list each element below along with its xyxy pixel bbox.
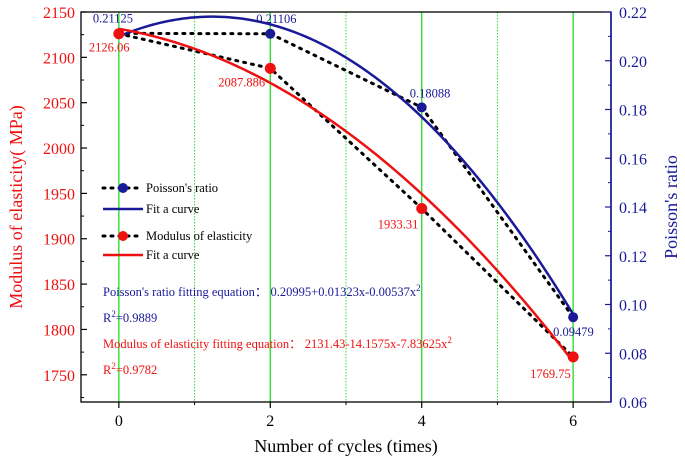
y-right-tick-label: 0.18 bbox=[619, 103, 647, 120]
modulus-data-label: 2126.06 bbox=[89, 41, 130, 55]
poisson-r2-sup: 2 bbox=[111, 309, 116, 319]
y-left-tick-label: 1750 bbox=[43, 368, 75, 385]
poisson-data-label: 0.09479 bbox=[553, 325, 594, 339]
modulus-equation: Modulus of elasticity fitting equation： … bbox=[103, 335, 452, 351]
poisson-equation: Poisson's ratio fitting equation： 0.2099… bbox=[103, 283, 421, 299]
y-right-tick-label: 0.16 bbox=[619, 151, 647, 168]
y-right-tick-label: 0.06 bbox=[619, 395, 647, 412]
x-tick-label: 0 bbox=[115, 413, 123, 430]
legend-poisson-marker bbox=[118, 183, 128, 193]
axis-layer: 1750 1800 1850 1900 1950 2000 2050 2100 2150 0.06… bbox=[43, 5, 647, 430]
y-right-tick-label: 0.20 bbox=[619, 54, 647, 71]
poisson-data-label: 0.21125 bbox=[93, 11, 133, 25]
legend-poisson-label: Poisson's ratio bbox=[146, 181, 218, 195]
x-tick-label: 2 bbox=[266, 413, 274, 430]
modulus-point bbox=[416, 203, 428, 215]
modulus-r2: R2=0.9782 bbox=[103, 361, 157, 377]
modulus-dotted-line bbox=[117, 32, 575, 359]
modulus-data-label: 1769.75 bbox=[530, 367, 571, 381]
poisson-point bbox=[568, 312, 579, 323]
y-left-tick-label: 2050 bbox=[43, 96, 75, 113]
y-right-tick-label: 0.08 bbox=[619, 346, 647, 363]
modulus-fit-curve bbox=[118, 27, 575, 363]
x-tick-label: 4 bbox=[418, 413, 426, 430]
y-right-tick-label: 0.10 bbox=[619, 298, 647, 315]
poisson-point bbox=[416, 102, 427, 113]
y-left-tick-label: 1950 bbox=[43, 186, 75, 203]
legend-poisson-fit-label: Fit a curve bbox=[146, 202, 200, 216]
poisson-fit-curve bbox=[118, 15, 575, 315]
poisson-r2: R2=0.9889 bbox=[103, 309, 157, 325]
equation-annotations: Poisson's ratio fitting equation： 0.2099… bbox=[103, 283, 452, 377]
modulus-eq-sup: 2 bbox=[447, 335, 452, 345]
modulus-point bbox=[113, 28, 125, 40]
x-axis-title: Number of cycles (times) bbox=[254, 436, 437, 457]
modulus-point bbox=[264, 62, 276, 74]
point-layer bbox=[113, 28, 579, 363]
x-tick-label: 6 bbox=[569, 413, 577, 430]
legend-modulus-fit-label: Fit a curve bbox=[146, 248, 200, 262]
legend-modulus-marker bbox=[118, 231, 128, 241]
y-left-tick-label: 1900 bbox=[43, 232, 75, 249]
modulus-data-label: 2087.886 bbox=[218, 75, 265, 89]
y-right-tick-label: 0.14 bbox=[619, 200, 647, 217]
poisson-dotted-line bbox=[117, 31, 575, 319]
modulus-data-label: 1933.31 bbox=[378, 218, 419, 232]
poisson-eq-sup: 2 bbox=[416, 283, 421, 293]
y-left-tick-label: 2100 bbox=[43, 50, 75, 67]
left-axis-title: Modulus of elasticity( MPa) bbox=[6, 105, 27, 308]
poisson-data-label: 0.21106 bbox=[256, 12, 296, 26]
poisson-data-label: 0.18088 bbox=[410, 86, 451, 100]
legend: Poisson's ratio Fit a curve Modulus of e… bbox=[101, 181, 253, 262]
right-axis-title: Poisson's ratio bbox=[661, 155, 681, 259]
legend-modulus-label: Modulus of elasticity bbox=[146, 229, 253, 243]
y-right-tick-label: 0.12 bbox=[619, 249, 647, 266]
curve-layer bbox=[117, 15, 575, 363]
y-left-tick-label: 2150 bbox=[43, 5, 75, 22]
y-left-tick-label: 2000 bbox=[43, 141, 75, 158]
poisson-point bbox=[265, 28, 276, 39]
y-left-tick-label: 1850 bbox=[43, 277, 75, 294]
modulus-point bbox=[567, 351, 579, 363]
y-left-tick-label: 1800 bbox=[43, 322, 75, 339]
y-right-tick-label: 0.22 bbox=[619, 5, 647, 22]
label-layer: 0.21125 0.21106 0.18088 0.09479 2126.06 2087.… bbox=[89, 11, 594, 381]
modulus-r2-sup: 2 bbox=[111, 361, 116, 371]
